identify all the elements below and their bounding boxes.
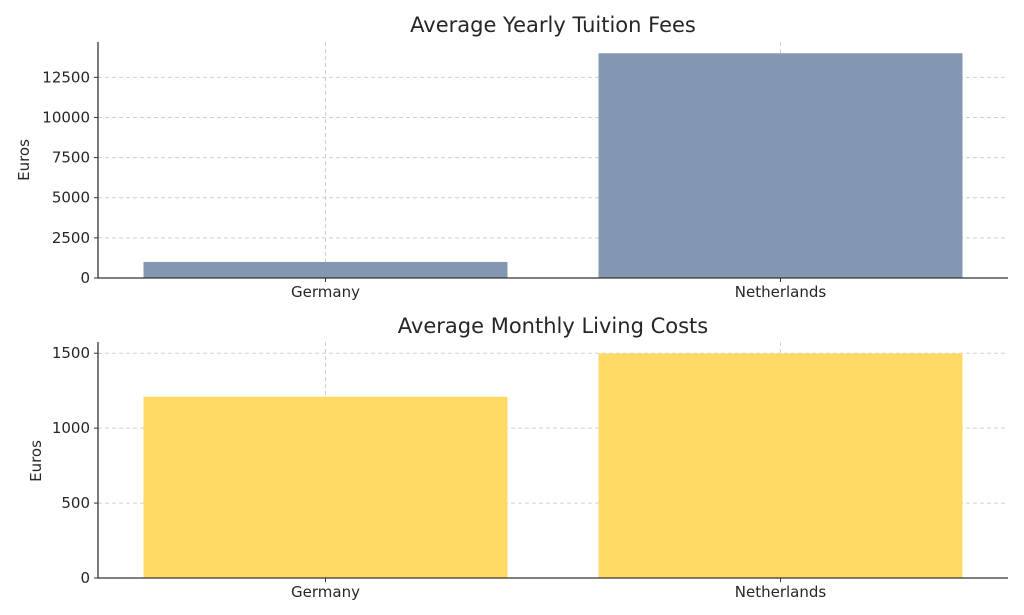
- tuition-y-ticks: 0 2500 5000 7500 10000 12500: [42, 68, 98, 287]
- living-costs-x-tick-label: Netherlands: [735, 583, 827, 601]
- living-costs-y-axis-label: Euros: [27, 440, 45, 482]
- living-costs-y-tick-label: 0: [80, 569, 90, 587]
- tuition-bar-netherlands: [598, 53, 963, 278]
- tuition-bar-germany: [143, 261, 508, 278]
- tuition-y-tick-label: 10000: [42, 108, 90, 126]
- tuition-chart: Average Yearly Tuition Fees Euros 0 2500 5…: [15, 13, 1008, 301]
- tuition-x-ticks: Germany Netherlands: [291, 278, 826, 301]
- tuition-y-tick-label: 5000: [52, 189, 90, 207]
- living-costs-x-tick-label: Germany: [291, 583, 360, 601]
- tuition-bars: [143, 53, 963, 278]
- living-costs-y-tick-label: 1000: [52, 419, 90, 437]
- tuition-y-tick-label: 12500: [42, 68, 90, 86]
- tuition-y-tick-label: 2500: [52, 229, 90, 247]
- living-costs-chart-title: Average Monthly Living Costs: [398, 314, 708, 338]
- tuition-x-tick-label: Netherlands: [735, 283, 827, 301]
- living-costs-bars: [143, 353, 963, 578]
- living-costs-bar-germany: [143, 396, 508, 578]
- tuition-chart-title: Average Yearly Tuition Fees: [410, 13, 696, 37]
- living-costs-y-ticks: 0 500 1000 1500: [52, 344, 98, 587]
- living-costs-bar-netherlands: [598, 353, 963, 578]
- living-costs-y-tick-label: 500: [61, 494, 90, 512]
- living-costs-y-tick-label: 1500: [52, 344, 90, 362]
- living-costs-chart: Average Monthly Living Costs Euros 0 500 1…: [27, 314, 1008, 601]
- tuition-x-tick-label: Germany: [291, 283, 360, 301]
- living-costs-x-ticks: Germany Netherlands: [291, 578, 826, 601]
- tuition-y-tick-label: 7500: [52, 149, 90, 167]
- tuition-y-tick-label: 0: [80, 269, 90, 287]
- tuition-y-axis-label: Euros: [15, 139, 33, 181]
